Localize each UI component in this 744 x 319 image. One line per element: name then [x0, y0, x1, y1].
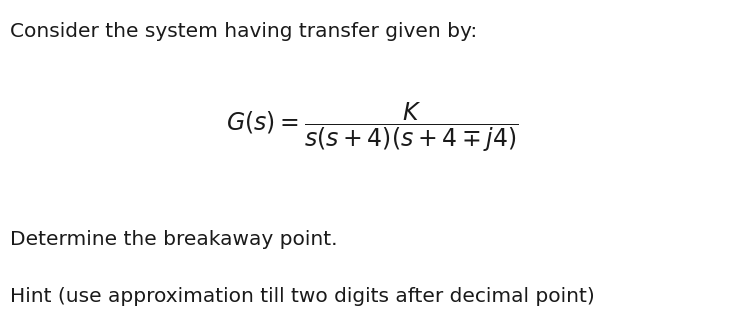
Text: Consider the system having transfer given by:: Consider the system having transfer give… [10, 22, 477, 41]
Text: Determine the breakaway point.: Determine the breakaway point. [10, 230, 337, 249]
Text: Hint (use approximation till two digits after decimal point): Hint (use approximation till two digits … [10, 287, 594, 306]
Text: $\mathit{G}(\mathit{s}) = \dfrac{\mathit{K}}{\mathit{s}(\mathit{s}+4)(\mathit{s}: $\mathit{G}(\mathit{s}) = \dfrac{\mathit… [225, 101, 519, 154]
